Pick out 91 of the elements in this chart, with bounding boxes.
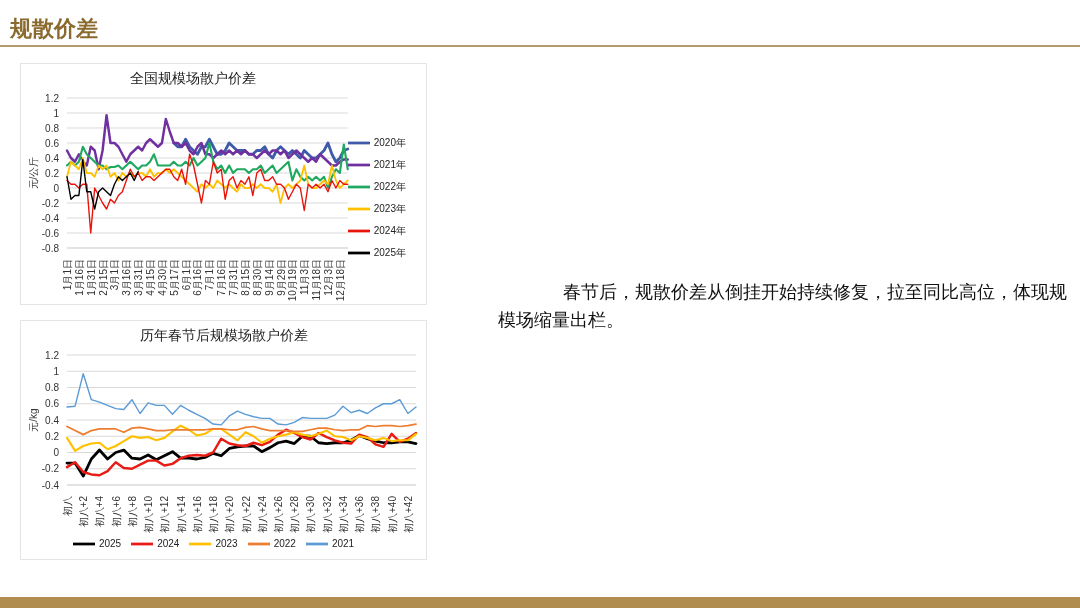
line-series (65, 141, 349, 190)
x-tick-label: 初八+38 (370, 495, 382, 533)
y-tick-label: 1 (53, 107, 60, 119)
line-series (65, 424, 418, 452)
legend-label: 2025 (98, 537, 122, 549)
x-tick-label: 初八+34 (337, 495, 349, 533)
x-tick-label: 8月15日 (239, 259, 251, 296)
y-tick-label: -0.6 (41, 227, 60, 239)
line-series (66, 372, 417, 426)
x-tick-label: 初八+32 (321, 495, 333, 533)
y-tick-label: 0.2 (45, 430, 60, 442)
x-tick-label: 6月16日 (192, 259, 204, 296)
y-tick-label: 0 (53, 182, 60, 194)
x-tick-label: 初八+30 (305, 495, 317, 533)
x-tick-label: 11月3日 (299, 259, 311, 295)
x-tick-label: 初八+24 (256, 495, 268, 533)
x-tick-label: 1月16日 (73, 259, 85, 296)
x-tick-label: 2月15日 (97, 259, 109, 296)
y-tick-label: 0.6 (45, 137, 60, 149)
x-tick-label: 初八+20 (224, 495, 236, 533)
line-series (66, 157, 349, 204)
legend-label: 2021年 (373, 158, 406, 170)
line-series (66, 423, 417, 436)
y-tick-label: 1.2 (45, 92, 60, 104)
legend-label: 2023 (215, 537, 238, 549)
y-axis-title: 元/公斤 (27, 156, 39, 190)
x-tick-label: 初八 (62, 496, 73, 516)
x-tick-label: 8月30日 (251, 259, 263, 296)
x-tick-label: 7月31日 (228, 259, 240, 296)
x-tick-label: 7月1日 (204, 259, 216, 291)
y-tick-label: 1 (53, 365, 60, 377)
x-tick-label: 4月15日 (145, 259, 157, 296)
y-tick-label: 0.8 (45, 382, 60, 394)
legend-label: 2022年 (373, 180, 406, 192)
y-tick-label: -0.2 (41, 197, 60, 209)
x-tick-label: 初八+40 (386, 495, 398, 533)
x-tick-label: 初八+12 (159, 495, 171, 533)
chart-title: 历年春节后规模场散户价差 (138, 327, 309, 345)
x-tick-label: 初八+28 (289, 495, 301, 533)
line-series (65, 114, 349, 171)
y-tick-label: 1.2 (45, 349, 60, 361)
x-tick-label: 初八+42 (402, 495, 414, 533)
y-tick-label: 0 (53, 447, 60, 459)
text: 规散价差 (10, 15, 98, 43)
legend-label: 2021 (331, 537, 355, 549)
x-tick-label: 11月18日 (311, 259, 323, 301)
y-tick-label: 0.4 (45, 414, 60, 426)
y-tick-label: -0.4 (41, 479, 60, 491)
legend-label: 2025年 (373, 246, 406, 258)
x-tick-label: 初八+2 (78, 495, 90, 528)
x-tick-label: 10月19日 (287, 259, 299, 302)
y-tick-label: -0.2 (41, 463, 60, 475)
y-tick-label: 0.8 (45, 122, 60, 134)
text: 春节后，规散价差从倒挂开始持续修复，拉至同比高位，体现规模场缩量出栏。 (498, 281, 1068, 332)
x-tick-label: 1月1日 (62, 259, 73, 291)
x-tick-label: 3月1日 (109, 259, 121, 291)
y-axis-title: 元/kg (27, 408, 39, 432)
x-tick-label: 初八+4 (94, 495, 106, 528)
x-tick-label: 初八+16 (191, 495, 203, 533)
legend-label: 2024年 (373, 224, 406, 236)
x-tick-label: 12月18日 (334, 259, 346, 302)
line-series (66, 153, 349, 234)
line-series (66, 158, 139, 210)
x-tick-label: 5月17日 (168, 259, 180, 296)
y-tick-label: -0.8 (41, 242, 60, 254)
x-tick-label: 9月29日 (275, 259, 287, 296)
y-tick-label: 0.6 (45, 398, 60, 410)
x-tick-label: 6月1日 (180, 259, 192, 291)
y-tick-label: 0.4 (45, 152, 60, 164)
x-tick-label: 初八+36 (354, 495, 366, 533)
x-tick-label: 4月30日 (156, 259, 168, 296)
x-tick-label: 1月31日 (85, 259, 97, 296)
x-tick-label: 初八+8 (126, 495, 138, 528)
x-tick-label: 12月3日 (322, 259, 334, 296)
x-tick-label: 3月16日 (121, 259, 133, 296)
y-tick-label: -0.4 (41, 212, 60, 224)
y-tick-label: 0.2 (45, 167, 60, 179)
legend-label: 2024 (157, 537, 180, 549)
chart-title: 全国规模场散户价差 (128, 70, 257, 88)
x-tick-label: 初八+26 (273, 495, 285, 533)
legend-label: 2023年 (373, 202, 406, 214)
x-tick-label: 9月14日 (263, 259, 275, 296)
x-tick-label: 初八+18 (208, 495, 220, 533)
legend-label: 2022 (273, 537, 296, 549)
x-tick-label: 7月16日 (216, 259, 228, 296)
x-tick-label: 初八+22 (240, 495, 252, 533)
x-tick-label: 初八+14 (175, 495, 187, 533)
x-tick-label: 初八+6 (110, 495, 122, 528)
x-tick-label: 初八+10 (143, 495, 155, 533)
legend-label: 2020年 (373, 136, 406, 148)
x-tick-label: 3月31日 (133, 259, 145, 296)
